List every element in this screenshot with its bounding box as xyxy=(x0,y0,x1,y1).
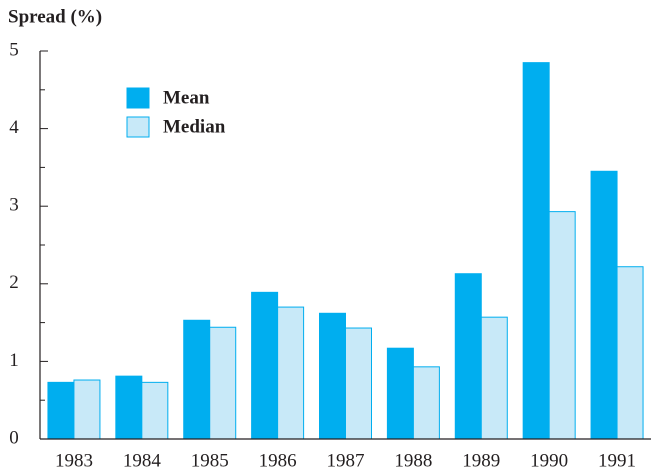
bar xyxy=(183,319,211,440)
y-tick-label: 0 xyxy=(9,427,19,448)
y-tick-label: 5 xyxy=(9,39,19,60)
x-tick-label: 1985 xyxy=(191,450,229,471)
y-axis-label: Spread (%) xyxy=(8,6,102,27)
x-tick-label: 1991 xyxy=(598,450,636,471)
y-tick-label: 4 xyxy=(9,117,19,138)
bar xyxy=(590,170,618,440)
bar xyxy=(412,366,440,440)
bar xyxy=(522,62,550,440)
y-tick-label: 1 xyxy=(9,350,19,371)
bar xyxy=(47,381,75,440)
x-tick-label: 1983 xyxy=(55,450,93,471)
bar xyxy=(209,326,237,440)
bar xyxy=(251,291,279,440)
bar xyxy=(386,347,414,440)
legend-label: Mean xyxy=(163,87,210,108)
x-tick-label: 1987 xyxy=(327,450,365,471)
bar xyxy=(345,327,372,440)
x-tick-label: 1990 xyxy=(530,450,568,471)
bar xyxy=(548,211,576,440)
legend-swatch xyxy=(126,116,150,138)
x-tick-label: 1986 xyxy=(259,450,297,471)
bar xyxy=(73,379,101,440)
bar xyxy=(277,306,305,440)
bar xyxy=(454,273,482,440)
bar xyxy=(616,266,644,440)
x-tick-label: 1984 xyxy=(123,450,162,471)
y-tick-label: 2 xyxy=(9,272,19,293)
bar xyxy=(319,312,346,440)
x-tick-label: 1989 xyxy=(462,450,500,471)
bar xyxy=(141,381,169,440)
x-tick-label: 1988 xyxy=(394,450,432,471)
legend-label: Median xyxy=(163,116,226,137)
bar xyxy=(480,316,508,440)
bar xyxy=(115,375,143,440)
y-tick-label: 3 xyxy=(9,195,19,216)
legend-swatch xyxy=(126,87,150,109)
